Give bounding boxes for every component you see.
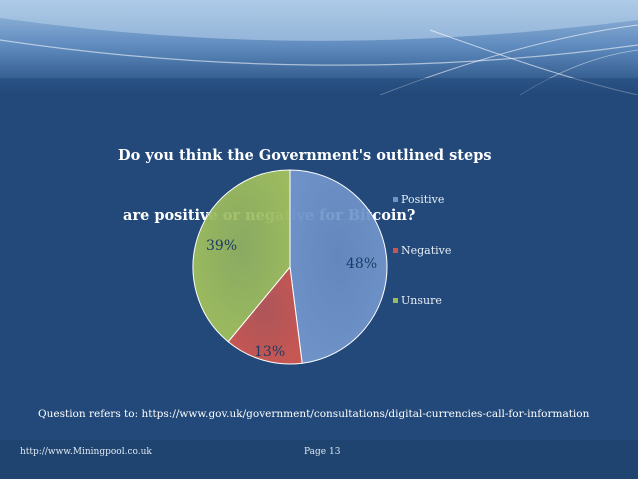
legend-item-unsure: Unsure: [393, 293, 442, 307]
footer-bar: [0, 440, 638, 479]
data-label-unsure: 39%: [206, 238, 238, 254]
legend-item-positive: Positive: [393, 192, 444, 206]
header-wave-graphic: [0, 0, 638, 95]
legend-swatch-positive: [393, 196, 398, 202]
legend-label-unsure: Unsure: [401, 293, 442, 307]
data-label-negative: 13%: [254, 344, 286, 360]
footer-website: http://www.Miningpool.co.uk: [20, 447, 152, 457]
data-label-positive: 48%: [346, 256, 378, 272]
legend-label-negative: Negative: [401, 243, 452, 257]
legend-label-positive: Positive: [401, 192, 445, 206]
chart-title-line-1: Do you think the Government's outlined s…: [118, 147, 492, 164]
question-footnote: Question refers to: https://www.gov.uk/g…: [38, 408, 590, 420]
pie-slice-negative: [227, 265, 303, 365]
pie-chart-area: [160, 165, 420, 385]
pie-chart: [192, 169, 388, 365]
legend-swatch-negative: [393, 247, 398, 253]
footer-page-number: Page 13: [304, 447, 341, 457]
header-decoration: [0, 0, 638, 95]
pie-slice-unsure: [192, 169, 291, 343]
pie-slice-positive: [289, 169, 388, 364]
legend-swatch-unsure: [393, 297, 398, 303]
legend-item-negative: Negative: [393, 243, 451, 257]
